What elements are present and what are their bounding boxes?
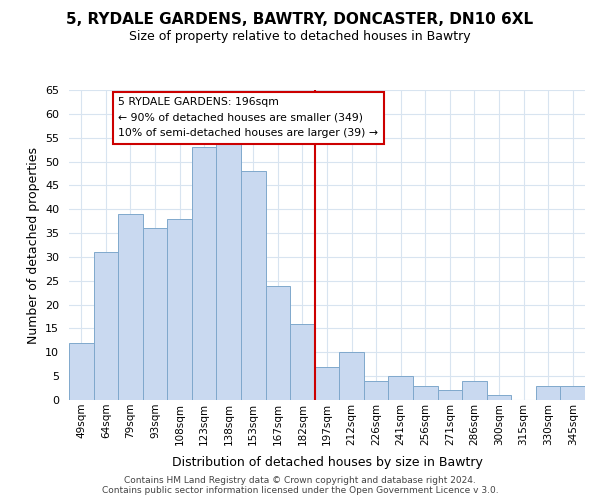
Bar — [94, 252, 118, 400]
Bar — [290, 324, 315, 400]
Bar — [462, 381, 487, 400]
Bar — [192, 147, 217, 400]
Bar — [315, 366, 339, 400]
Bar — [143, 228, 167, 400]
Bar — [118, 214, 143, 400]
Bar — [364, 381, 388, 400]
Bar — [413, 386, 437, 400]
Bar — [217, 142, 241, 400]
Text: Size of property relative to detached houses in Bawtry: Size of property relative to detached ho… — [129, 30, 471, 43]
Y-axis label: Number of detached properties: Number of detached properties — [26, 146, 40, 344]
Bar — [487, 395, 511, 400]
Bar — [437, 390, 462, 400]
Bar — [69, 343, 94, 400]
Bar — [339, 352, 364, 400]
Text: 5, RYDALE GARDENS, BAWTRY, DONCASTER, DN10 6XL: 5, RYDALE GARDENS, BAWTRY, DONCASTER, DN… — [67, 12, 533, 28]
Bar — [241, 171, 266, 400]
Bar — [266, 286, 290, 400]
Text: Contains public sector information licensed under the Open Government Licence v : Contains public sector information licen… — [101, 486, 499, 495]
Bar — [167, 219, 192, 400]
Text: 5 RYDALE GARDENS: 196sqm
← 90% of detached houses are smaller (349)
10% of semi-: 5 RYDALE GARDENS: 196sqm ← 90% of detach… — [118, 97, 378, 138]
Bar — [536, 386, 560, 400]
Text: Contains HM Land Registry data © Crown copyright and database right 2024.: Contains HM Land Registry data © Crown c… — [124, 476, 476, 485]
Bar — [560, 386, 585, 400]
Bar — [388, 376, 413, 400]
X-axis label: Distribution of detached houses by size in Bawtry: Distribution of detached houses by size … — [172, 456, 482, 469]
